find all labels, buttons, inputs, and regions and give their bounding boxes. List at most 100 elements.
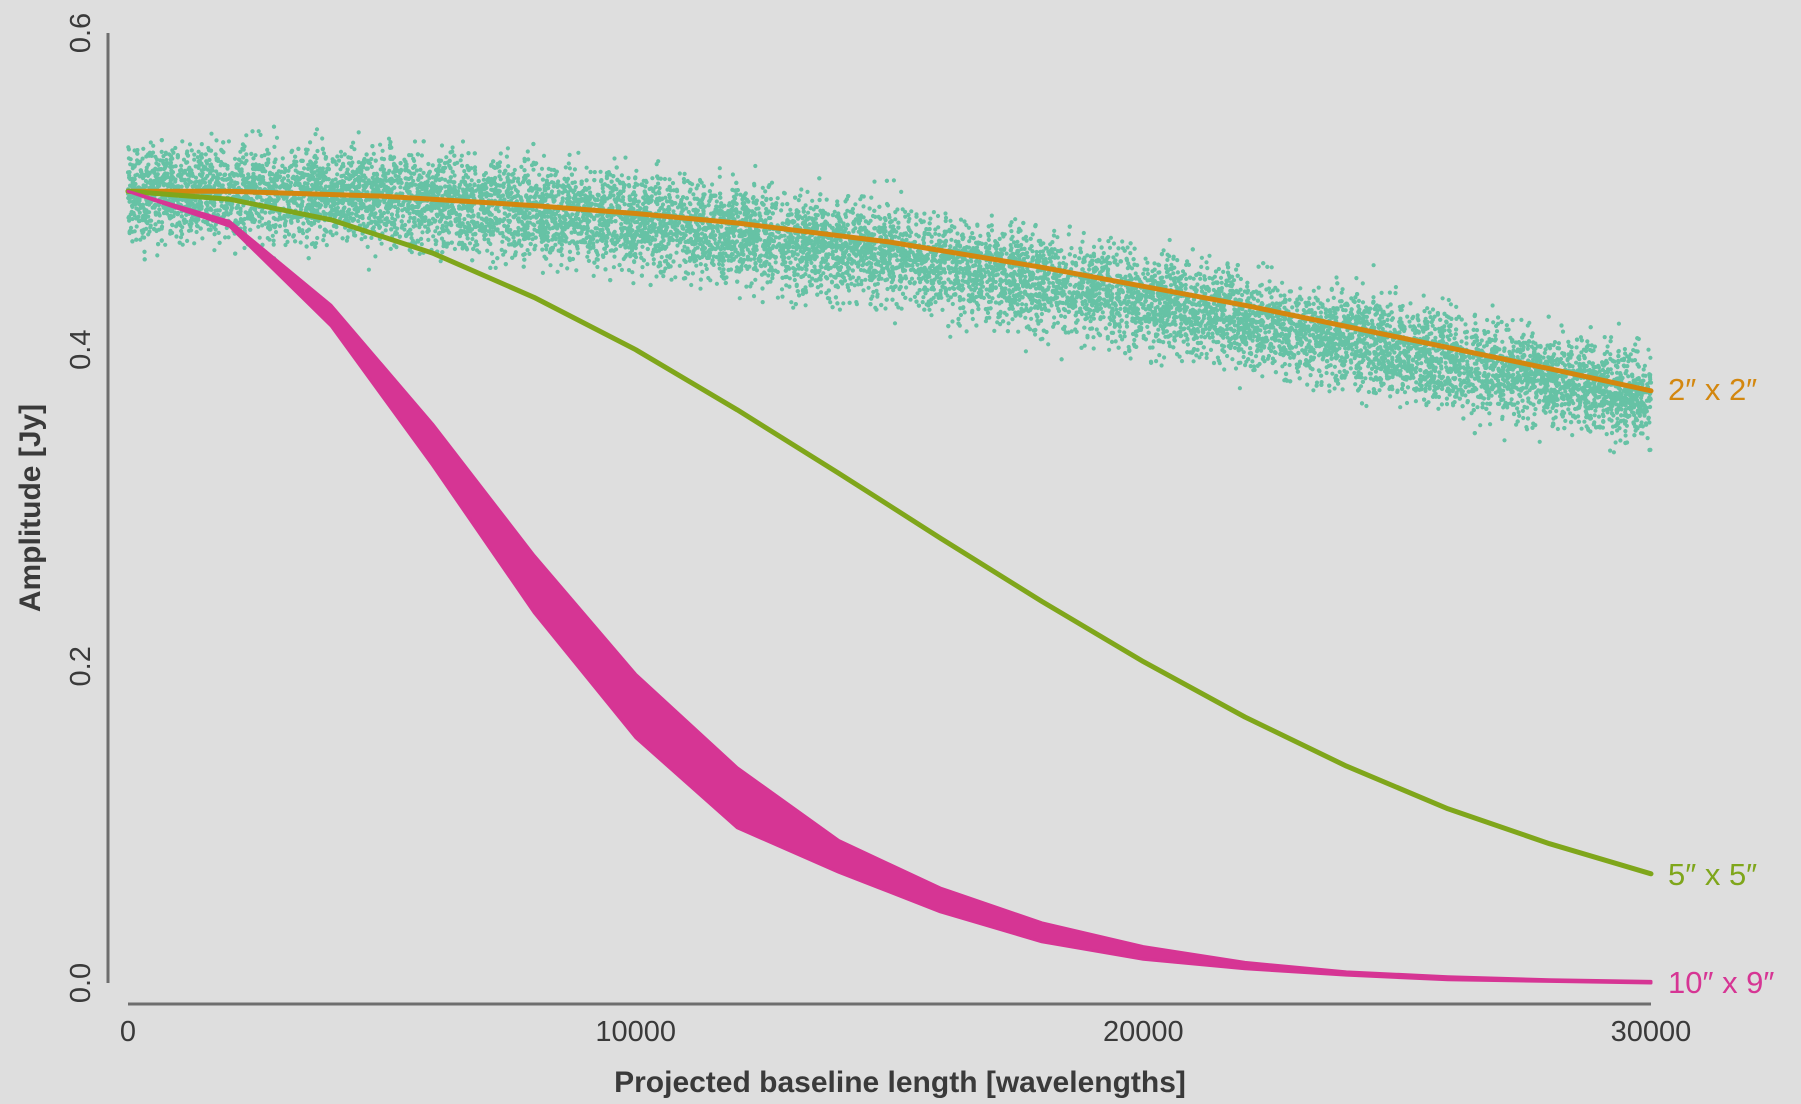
- scatter-point: [1510, 318, 1515, 323]
- scatter-point: [1145, 260, 1150, 265]
- scatter-point: [784, 274, 789, 279]
- scatter-point: [1057, 261, 1062, 266]
- scatter-point: [717, 174, 722, 179]
- scatter-point: [1307, 296, 1312, 301]
- scatter-point: [371, 151, 376, 156]
- scatter-point: [853, 202, 858, 207]
- scatter-point: [322, 233, 327, 238]
- scatter-point: [1094, 327, 1099, 332]
- scatter-point: [1318, 310, 1323, 315]
- scatter-point: [1023, 315, 1028, 320]
- scatter-point: [1222, 367, 1227, 372]
- scatter-point: [1077, 256, 1082, 261]
- scatter-point: [1154, 359, 1159, 364]
- scatter-point: [1413, 399, 1418, 404]
- scatter-point: [591, 273, 596, 278]
- scatter-point: [366, 267, 371, 272]
- scatter-point: [525, 248, 530, 253]
- scatter-point: [760, 194, 765, 199]
- scatter-point: [947, 286, 952, 291]
- scatter-point: [1314, 380, 1320, 385]
- scatter-point: [667, 177, 672, 182]
- scatter-point: [249, 151, 254, 156]
- scatter-point: [286, 168, 291, 173]
- scatter-point: [1570, 433, 1575, 438]
- scatter-point: [1218, 275, 1224, 280]
- scatter-point: [1199, 351, 1204, 357]
- scatter-point: [1282, 293, 1287, 298]
- scatter-point: [698, 286, 703, 291]
- scatter-point: [592, 170, 597, 175]
- scatter-point: [1385, 317, 1390, 322]
- scatter-point: [301, 221, 306, 226]
- scatter-point: [225, 166, 230, 171]
- scatter-point: [766, 273, 771, 278]
- scatter-point: [737, 296, 742, 301]
- scatter-point: [1371, 263, 1376, 268]
- scatter-point: [1371, 295, 1376, 300]
- scatter-point: [869, 195, 874, 200]
- scatter-point: [527, 251, 532, 256]
- scatter-point: [859, 282, 864, 287]
- scatter-point: [1107, 245, 1113, 250]
- scatter-point: [1179, 359, 1185, 364]
- scatter-point: [525, 149, 530, 154]
- scatter-point: [795, 272, 800, 277]
- scatter-point: [1009, 220, 1014, 225]
- scatter-point: [1601, 414, 1606, 419]
- scatter-point: [522, 177, 527, 182]
- scatter-point: [1287, 297, 1292, 302]
- scatter-point: [1566, 407, 1571, 412]
- scatter-point: [1517, 413, 1522, 418]
- scatter-point: [1311, 388, 1316, 393]
- scatter-point: [1475, 405, 1480, 410]
- scatter-point: [1439, 364, 1444, 369]
- scatter-point: [1593, 408, 1598, 413]
- scatter-point: [1207, 253, 1212, 258]
- scatter-point: [1363, 376, 1368, 381]
- scatter-point: [1237, 386, 1242, 391]
- scatter-point: [738, 192, 743, 197]
- scatter-point: [1120, 239, 1125, 244]
- scatter-point: [645, 262, 650, 267]
- scatter-point: [431, 234, 436, 239]
- scatter-point: [1132, 337, 1137, 343]
- scatter-point: [406, 219, 411, 224]
- scatter-point: [460, 139, 466, 144]
- scatter-point: [1175, 258, 1180, 263]
- scatter-point: [400, 214, 406, 219]
- scatter-point: [1645, 436, 1650, 441]
- scatter-point: [674, 250, 679, 255]
- scatter-point: [1532, 412, 1537, 417]
- scatter-point: [500, 239, 505, 244]
- scatter-point: [751, 294, 757, 299]
- scatter-point: [918, 280, 923, 285]
- scatter-point: [203, 152, 208, 157]
- scatter-point: [885, 277, 890, 282]
- scatter-point: [1388, 394, 1393, 399]
- scatter-point: [986, 237, 991, 242]
- scatter-point: [1168, 283, 1174, 288]
- scatter-point: [1602, 335, 1607, 340]
- scatter-point: [656, 181, 661, 186]
- scatter-point: [1311, 288, 1316, 293]
- scatter-point: [227, 172, 232, 177]
- scatter-point: [164, 157, 169, 163]
- scatter-point: [207, 157, 212, 163]
- scatter-point: [1034, 249, 1039, 255]
- scatter-point: [595, 264, 600, 270]
- scatter-point: [586, 258, 592, 263]
- scatter-point: [132, 229, 137, 234]
- scatter-point: [426, 237, 431, 242]
- scatter-point: [962, 310, 967, 315]
- scatter-point: [1622, 347, 1627, 352]
- scatter-point: [537, 172, 542, 177]
- scatter-point: [1278, 293, 1283, 298]
- scatter-point: [1517, 392, 1522, 397]
- scatter-point: [485, 248, 490, 253]
- scatter-point: [1128, 356, 1133, 361]
- scatter-point: [882, 222, 887, 227]
- scatter-point: [314, 241, 319, 246]
- scatter-point: [1519, 317, 1524, 322]
- scatter-point: [271, 242, 276, 247]
